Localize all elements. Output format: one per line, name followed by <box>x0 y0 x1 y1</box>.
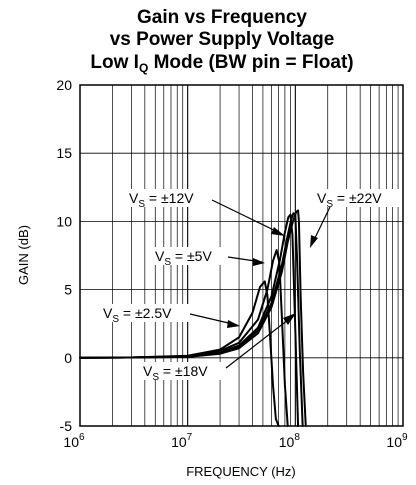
y-axis-label: GAIN (dB) <box>16 225 31 285</box>
title-iq-prefix: Low I <box>90 52 139 73</box>
annotation-vs-2-5v-prefix: V <box>103 305 113 321</box>
series-line-1 <box>79 249 289 427</box>
y-tick-label: -5 <box>60 418 73 434</box>
annotation-vs-5v-prefix: V <box>155 248 165 264</box>
svg-text:VS = ±5V: VS = ±5V <box>155 248 212 268</box>
series-line-0 <box>79 280 280 427</box>
annotation-vs-22v: VS = ±22V <box>310 189 400 248</box>
chart-title-line-2: vs Power Supply Voltage <box>110 29 335 50</box>
x-axis-label: FREQUENCY (Hz) <box>186 464 296 479</box>
x-tick-label: 107 <box>171 432 193 450</box>
y-tick-labels: 20 15 10 5 0 -5 <box>56 77 72 434</box>
annotation-vs-12v-sub: S <box>138 199 145 210</box>
y-tick-label: 15 <box>56 145 72 161</box>
x-tick-labels: 106 107 108 109 <box>63 432 408 450</box>
svg-text:VS = ±18V: VS = ±18V <box>143 363 208 383</box>
annotation-vs-18v-sub: S <box>152 372 159 383</box>
annotation-vs-5v-sub: S <box>164 257 171 268</box>
x-tick-label: 109 <box>386 432 408 450</box>
annotation-vs-18v-suffix: = ±18V <box>159 363 208 379</box>
series-line-4 <box>79 209 307 427</box>
y-tick-label: 20 <box>56 77 72 93</box>
x-tick-label: 108 <box>279 432 301 450</box>
title-iq-subscript: Q <box>139 61 148 75</box>
y-tick-label: 10 <box>56 213 72 229</box>
svg-text:VS = ±12V: VS = ±12V <box>129 190 194 210</box>
plot-series <box>79 209 307 427</box>
plot-grid <box>80 85 403 426</box>
y-tick-label: 5 <box>64 282 72 298</box>
svg-text:VS = ±2.5V: VS = ±2.5V <box>103 305 172 325</box>
annotation-vs-12v-suffix: = ±12V <box>145 190 194 206</box>
annotation-vs-2-5v-sub: S <box>112 314 119 325</box>
annotation-vs-2-5v: VS = ±2.5V <box>100 304 240 328</box>
annotation-vs-2-5v-suffix: = ±2.5V <box>119 305 172 321</box>
chart-title-line-1: Gain vs Frequency <box>137 7 307 28</box>
annotation-vs-5v: VS = ±5V <box>152 247 265 268</box>
svg-text:VS = ±22V: VS = ±22V <box>317 190 382 210</box>
annotation-vs-18v-prefix: V <box>143 363 153 379</box>
annotation-vs-22v-sub: S <box>326 199 333 210</box>
y-tick-label: 0 <box>64 350 72 366</box>
annotation-vs-22v-suffix: = ±22V <box>333 190 382 206</box>
annotation-vs-12v-prefix: V <box>129 190 139 206</box>
plot-frame <box>79 84 404 427</box>
chart-title-line-3: Low IQ Mode (BW pin = Float) <box>90 52 353 75</box>
annotation-vs-12v: VS = ±12V <box>126 189 285 236</box>
annotation-vs-5v-suffix: = ±5V <box>171 248 212 264</box>
annotation-vs-22v-prefix: V <box>317 190 327 206</box>
title-iq-suffix: Mode (BW pin = Float) <box>148 52 353 73</box>
x-tick-label: 106 <box>63 432 85 450</box>
annotation-vs-18v: VS = ±18V <box>140 313 296 383</box>
